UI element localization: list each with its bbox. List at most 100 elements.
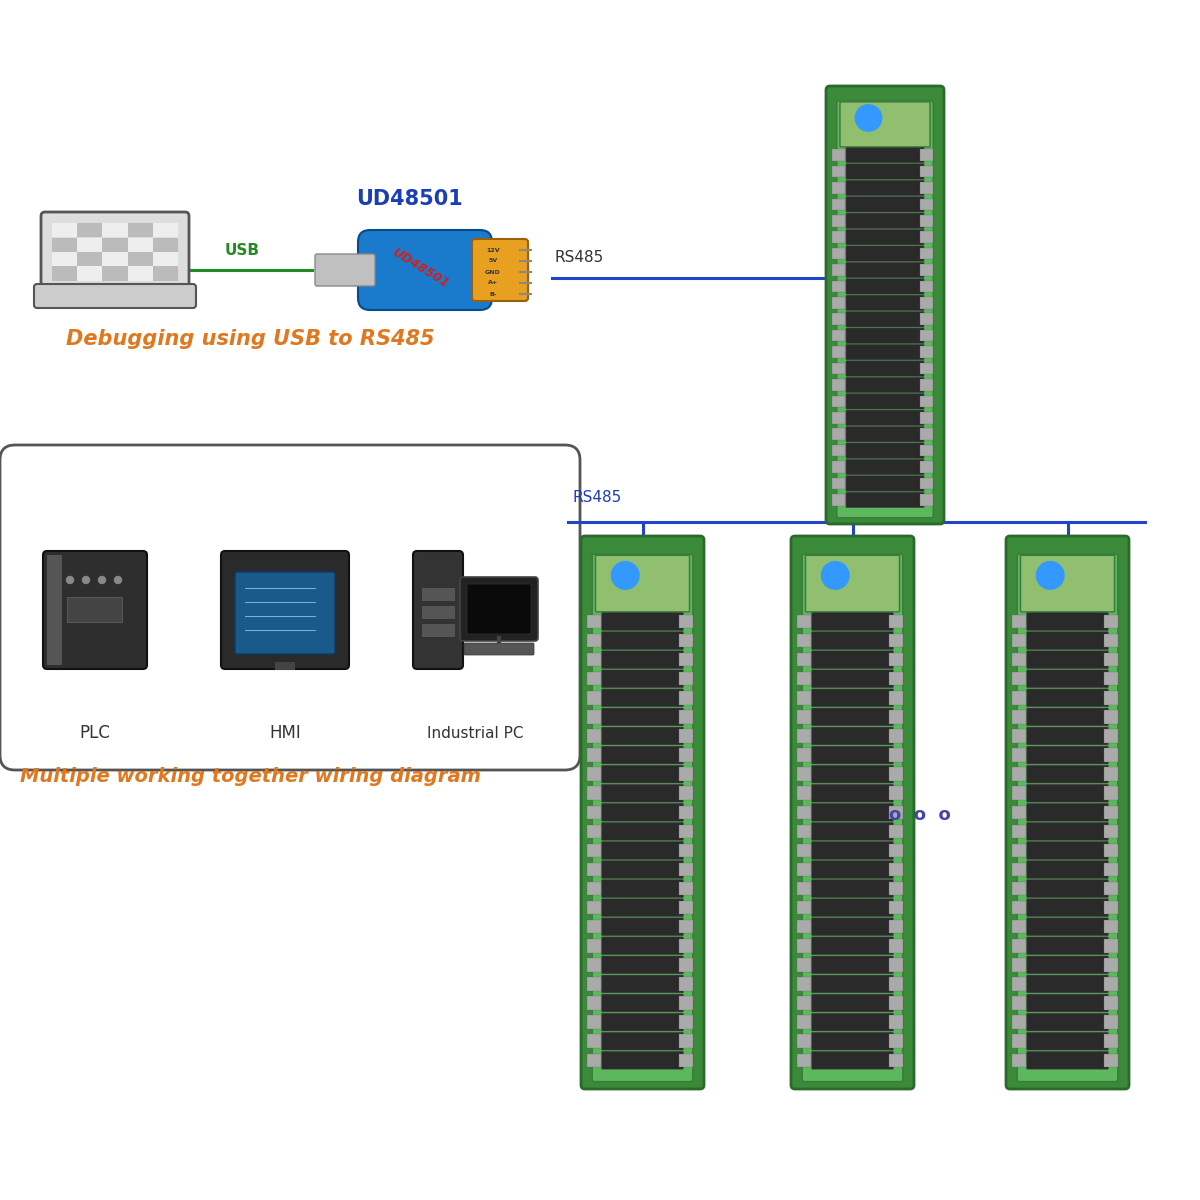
FancyBboxPatch shape [846, 361, 924, 377]
Bar [920, 347, 934, 358]
FancyBboxPatch shape [593, 554, 692, 1081]
FancyBboxPatch shape [846, 197, 924, 212]
Bar [889, 824, 904, 838]
Bar [797, 882, 811, 895]
FancyBboxPatch shape [221, 551, 349, 670]
Bar [833, 313, 845, 325]
Bar [47, 554, 62, 665]
Bar [679, 634, 694, 647]
Bar [679, 768, 694, 781]
Bar [1013, 749, 1026, 762]
Circle shape [83, 576, 90, 583]
FancyBboxPatch shape [601, 631, 683, 649]
Bar [1013, 614, 1026, 629]
Bar [102, 252, 127, 266]
Bar [833, 198, 845, 210]
Bar [920, 281, 934, 293]
Bar [889, 958, 904, 972]
Bar [797, 977, 811, 991]
Bar [1104, 958, 1118, 972]
FancyBboxPatch shape [601, 1032, 683, 1050]
Bar [1104, 805, 1118, 818]
FancyBboxPatch shape [846, 492, 924, 508]
Bar [833, 379, 845, 391]
FancyBboxPatch shape [811, 766, 893, 784]
Text: RS485: RS485 [554, 250, 605, 265]
Bar [1013, 824, 1026, 838]
Text: USB: USB [226, 242, 260, 258]
Bar [797, 749, 811, 762]
Bar [797, 958, 811, 972]
Bar [1104, 730, 1118, 743]
Bar [833, 330, 845, 342]
Bar [833, 298, 845, 308]
FancyBboxPatch shape [805, 556, 900, 612]
Bar [587, 768, 601, 781]
FancyBboxPatch shape [803, 554, 902, 1081]
FancyBboxPatch shape [811, 1013, 893, 1031]
Bar [1013, 653, 1026, 666]
FancyBboxPatch shape [601, 918, 683, 936]
Bar [679, 749, 694, 762]
Bar [1013, 882, 1026, 895]
Bar [679, 614, 694, 629]
Bar [679, 1054, 694, 1067]
Bar [889, 977, 904, 991]
Bar [797, 1034, 811, 1048]
FancyBboxPatch shape [846, 295, 924, 311]
FancyBboxPatch shape [467, 584, 530, 634]
FancyBboxPatch shape [1027, 994, 1109, 1012]
FancyBboxPatch shape [811, 708, 893, 726]
FancyBboxPatch shape [601, 708, 683, 726]
Bar [797, 940, 811, 953]
Bar [889, 901, 904, 914]
Bar [920, 461, 934, 473]
Bar [920, 330, 934, 342]
FancyBboxPatch shape [1027, 1032, 1109, 1050]
FancyBboxPatch shape [811, 880, 893, 898]
Bar [889, 920, 904, 934]
Bar [833, 362, 845, 374]
Bar [889, 940, 904, 953]
FancyBboxPatch shape [41, 212, 190, 292]
FancyBboxPatch shape [0, 445, 580, 770]
Bar [797, 901, 811, 914]
FancyBboxPatch shape [846, 443, 924, 458]
Bar [587, 634, 601, 647]
FancyBboxPatch shape [1027, 1013, 1109, 1031]
Bar [889, 634, 904, 647]
Bar [833, 248, 845, 259]
Bar [587, 863, 601, 876]
Bar [587, 614, 601, 629]
Bar [889, 1034, 904, 1048]
FancyBboxPatch shape [846, 328, 924, 343]
Bar [920, 149, 934, 161]
FancyBboxPatch shape [1027, 650, 1109, 668]
Bar [1104, 901, 1118, 914]
Bar [797, 786, 811, 800]
FancyBboxPatch shape [811, 937, 893, 955]
Text: UD48501: UD48501 [389, 246, 451, 290]
FancyBboxPatch shape [1027, 746, 1109, 764]
Bar [833, 149, 845, 161]
Text: 5V: 5V [488, 258, 498, 264]
Bar [1013, 768, 1026, 781]
FancyBboxPatch shape [472, 239, 528, 301]
FancyBboxPatch shape [1027, 1051, 1109, 1069]
Bar [833, 445, 845, 456]
FancyBboxPatch shape [811, 976, 893, 992]
Bar [1104, 749, 1118, 762]
Bar [833, 494, 845, 505]
Circle shape [114, 576, 121, 583]
FancyBboxPatch shape [811, 994, 893, 1012]
FancyBboxPatch shape [846, 410, 924, 426]
Bar [77, 238, 102, 252]
Circle shape [98, 576, 106, 583]
FancyBboxPatch shape [846, 394, 924, 409]
Bar [797, 653, 811, 666]
Bar [1104, 1054, 1118, 1067]
Bar [797, 710, 811, 724]
FancyBboxPatch shape [601, 841, 683, 859]
FancyBboxPatch shape [846, 246, 924, 262]
Bar [920, 412, 934, 424]
